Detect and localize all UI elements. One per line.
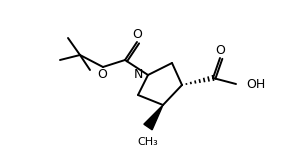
Text: OH: OH <box>246 78 265 91</box>
Text: N: N <box>134 69 143 82</box>
Text: O: O <box>97 69 107 82</box>
Text: O: O <box>215 43 225 57</box>
Polygon shape <box>144 105 163 130</box>
Text: O: O <box>132 27 142 40</box>
Text: CH₃: CH₃ <box>138 137 158 147</box>
